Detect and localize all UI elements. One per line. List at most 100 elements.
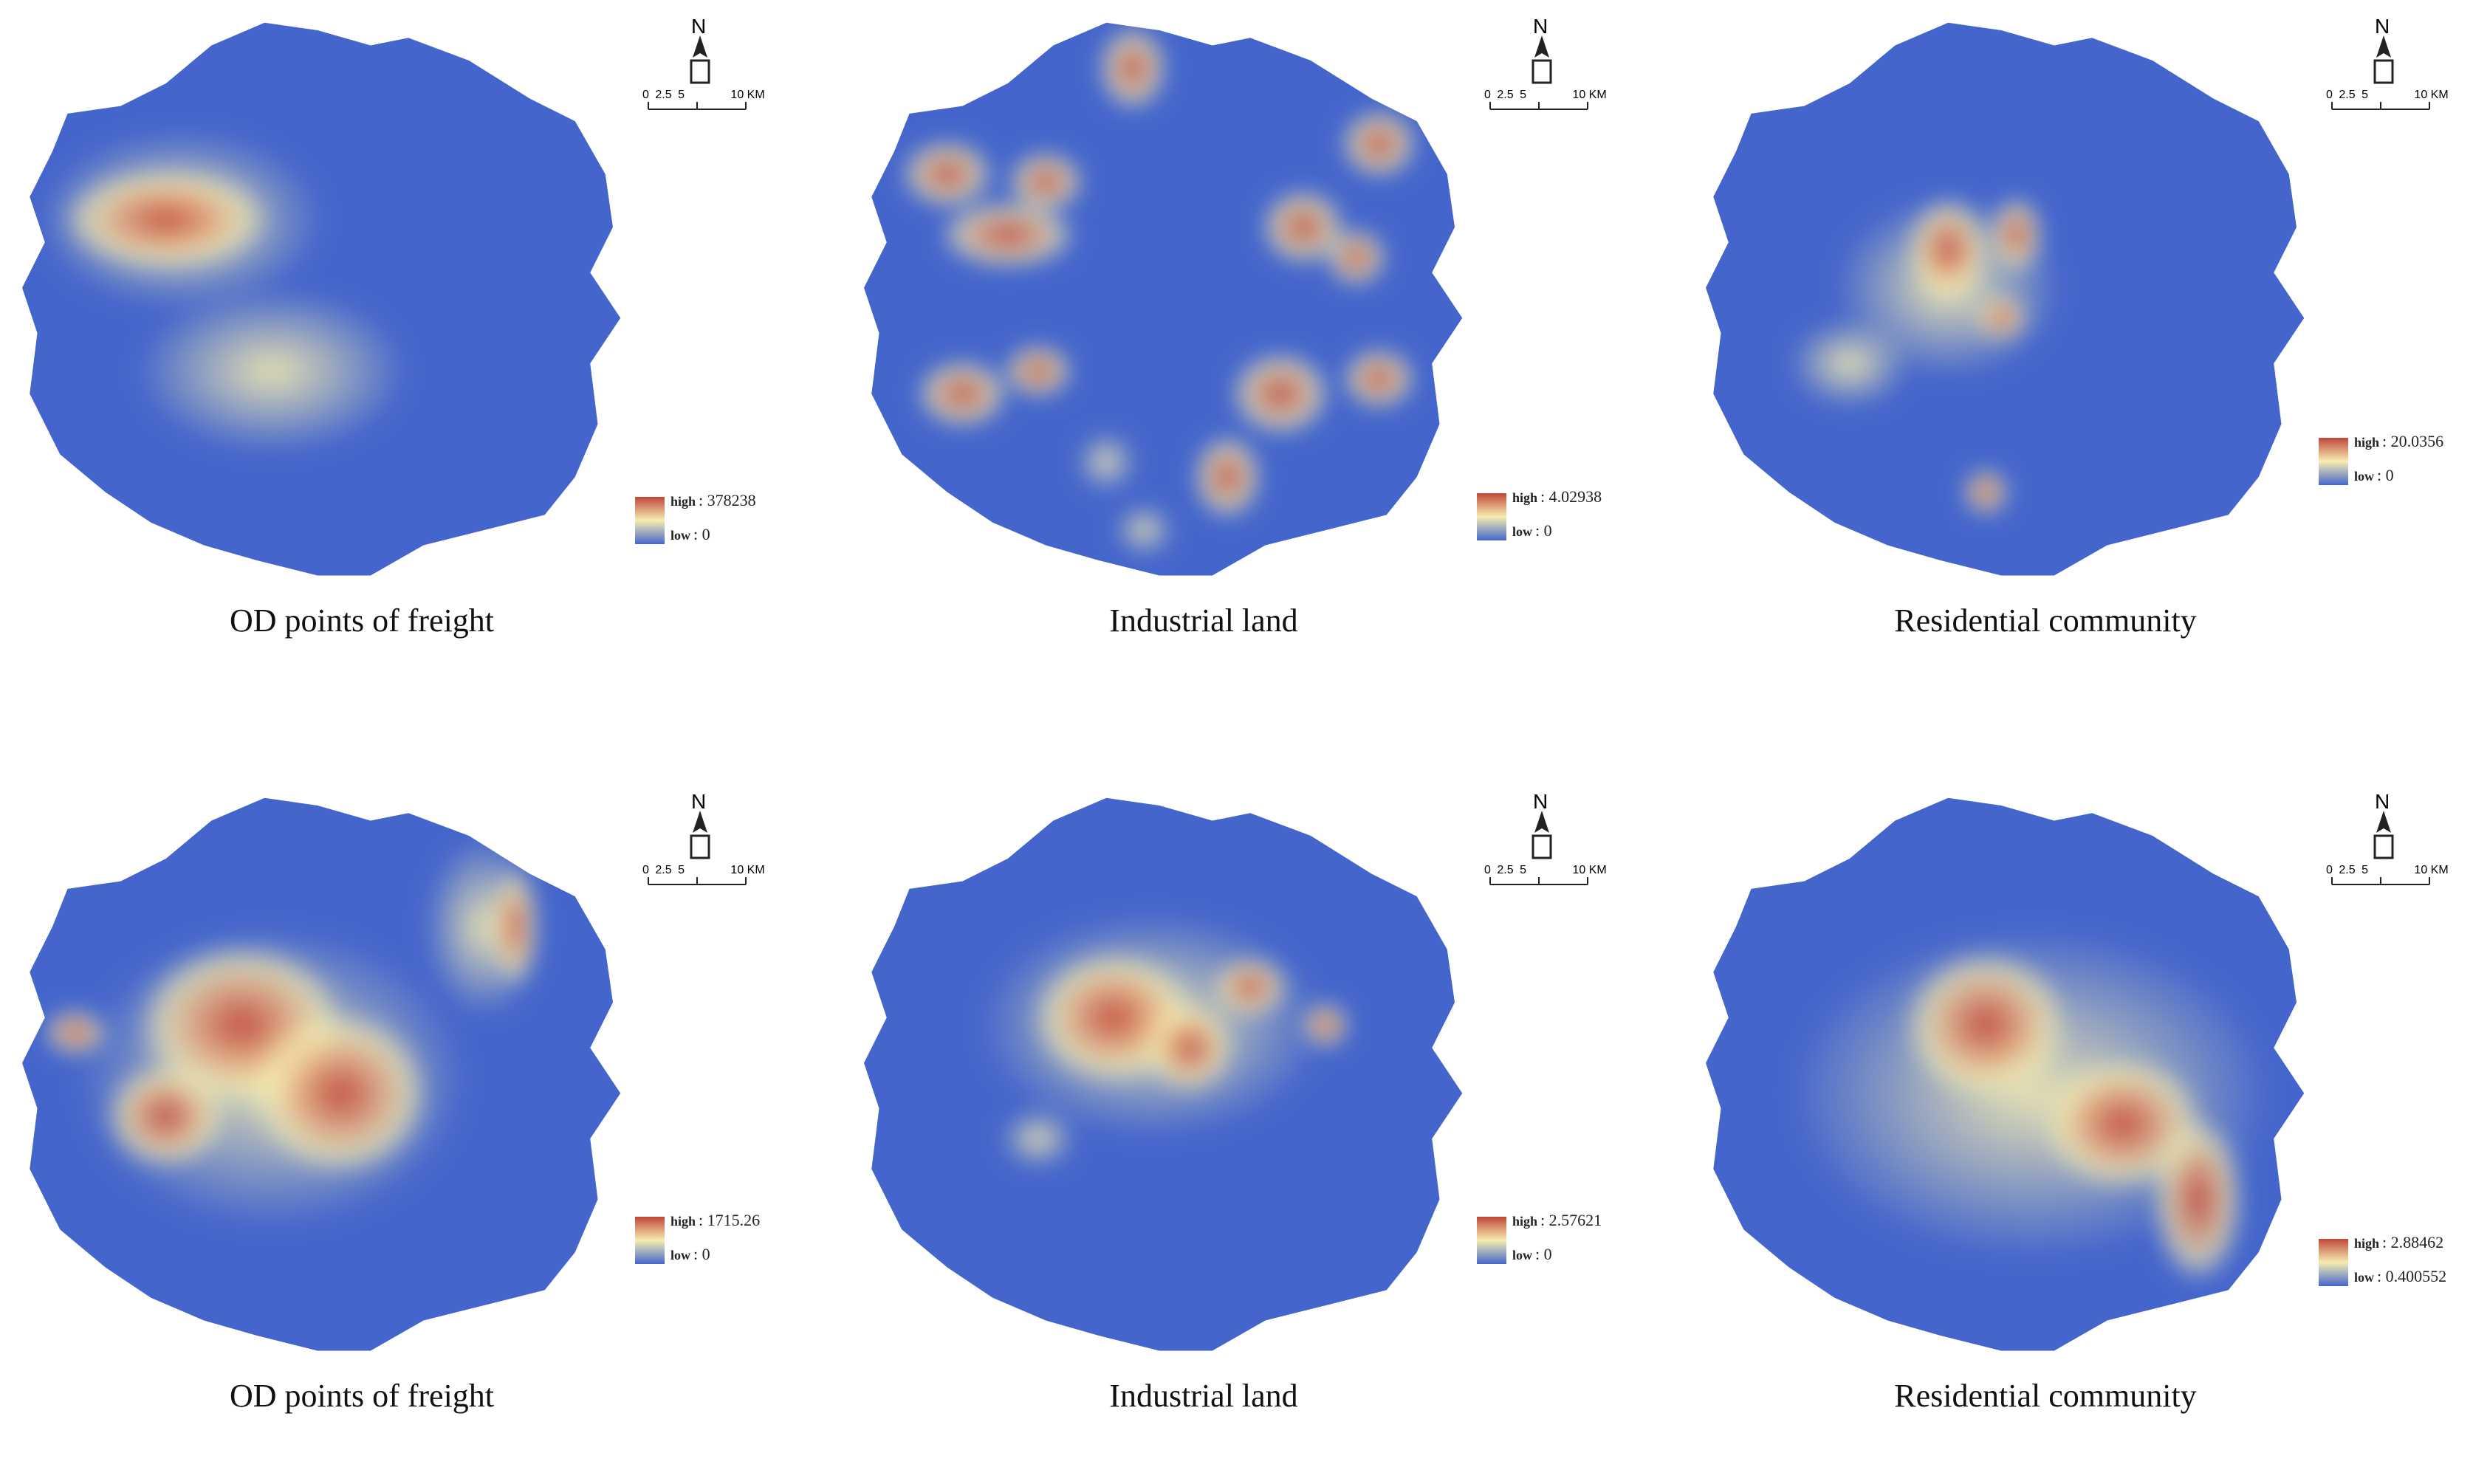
panel-6: N 0 2.5 5 10 KM high: 2.88462 low: 0.400… bbox=[1684, 775, 2473, 1484]
legend-high-label: high bbox=[2354, 1236, 2380, 1251]
panel-2: N 0 2.5 5 10 KM high: 4.02938 low: 0 Ind… bbox=[842, 0, 1654, 709]
north-label: N bbox=[2375, 790, 2390, 813]
north-arrow: N 0 2.5 5 10 KM bbox=[642, 790, 775, 901]
heatmap-3 bbox=[1706, 22, 2305, 576]
scale-label: 2.5 bbox=[655, 89, 672, 101]
legend-high-label: high bbox=[1512, 1214, 1538, 1229]
legend-low-value: 0 bbox=[1543, 1245, 1552, 1263]
north-arrow-icon bbox=[1532, 811, 1552, 859]
legend-low-value: 0 bbox=[702, 1245, 710, 1263]
north-arrow: N 0 2.5 5 10 KM bbox=[642, 15, 775, 126]
scale-label: 5 bbox=[1520, 89, 1526, 101]
legend-color-bar bbox=[1477, 493, 1506, 540]
north-arrow: N 0 2.5 5 10 KM bbox=[2326, 15, 2459, 126]
scale-bar bbox=[648, 877, 747, 885]
scale-bar bbox=[2331, 877, 2430, 885]
legend-low-value: 0 bbox=[1543, 521, 1552, 540]
legend-high-label: high bbox=[670, 494, 696, 509]
scale-label: 5 bbox=[2361, 89, 2368, 101]
legend-low-label: low bbox=[670, 528, 690, 543]
legend-color-bar bbox=[2319, 1239, 2348, 1286]
panel-4: N 0 2.5 5 10 KM high: 1715.26 low: 0 OD … bbox=[0, 775, 812, 1484]
legend-color-bar bbox=[635, 497, 665, 544]
panel-caption: Residential community bbox=[1894, 1378, 2197, 1414]
panel-caption: OD points of freight bbox=[229, 602, 495, 639]
legend-high-label: high bbox=[2354, 435, 2380, 450]
scale-label: 5 bbox=[2361, 864, 2368, 876]
panel-1: N 0 2.5 5 10 KM high: 378238 low: 0 OD p… bbox=[0, 0, 812, 709]
scale-label: 10 KM bbox=[1572, 89, 1607, 101]
scale-label: 0 bbox=[1484, 89, 1491, 101]
scale-label: 2.5 bbox=[2339, 864, 2356, 876]
north-arrow: N 0 2.5 5 10 KM bbox=[1484, 15, 1617, 126]
scale-label: 10 KM bbox=[1572, 864, 1607, 876]
heatmap-5 bbox=[864, 797, 1463, 1351]
scale-bar bbox=[1489, 877, 1588, 885]
heatmap-6 bbox=[1706, 797, 2305, 1351]
legend-low-label: low bbox=[2354, 1270, 2374, 1285]
scale-bar bbox=[648, 102, 747, 110]
north-arrow-icon bbox=[1532, 35, 1552, 84]
scale-label: 0 bbox=[2326, 864, 2333, 876]
legend-low-label: low bbox=[1512, 1248, 1532, 1263]
panel-caption: Industrial land bbox=[1109, 1378, 1298, 1414]
north-arrow-icon bbox=[2373, 35, 2394, 84]
legend-high-value: 2.57621 bbox=[1548, 1211, 1602, 1229]
heatmap-2 bbox=[864, 22, 1463, 576]
north-label: N bbox=[2375, 15, 2390, 38]
scale-label: 10 KM bbox=[2414, 864, 2449, 876]
north-label: N bbox=[691, 15, 707, 38]
panel-caption: OD points of freight bbox=[229, 1378, 495, 1414]
legend-low-label: low bbox=[1512, 524, 1532, 539]
north-arrow-icon bbox=[690, 35, 710, 84]
scale-bar bbox=[1489, 102, 1588, 110]
legend-low-value: 0.400552 bbox=[2385, 1267, 2447, 1285]
legend-low-value: 0 bbox=[702, 525, 710, 543]
legend: high: 2.88462 low: 0.400552 bbox=[2319, 1233, 2473, 1292]
north-label: N bbox=[1533, 15, 1548, 38]
scale-label: 10 KM bbox=[730, 864, 765, 876]
legend: high: 378238 low: 0 bbox=[635, 491, 812, 550]
legend-color-bar bbox=[2319, 438, 2348, 485]
scale-label: 10 KM bbox=[2414, 89, 2449, 101]
north-label: N bbox=[691, 790, 707, 813]
legend: high: 1715.26 low: 0 bbox=[635, 1211, 812, 1270]
legend: high: 2.57621 low: 0 bbox=[1477, 1211, 1654, 1270]
legend-high-value: 4.02938 bbox=[1548, 487, 1602, 506]
scale-label: 0 bbox=[642, 89, 649, 101]
scale-label: 2.5 bbox=[1497, 89, 1514, 101]
heatmap-1 bbox=[21, 22, 621, 576]
scale-label: 10 KM bbox=[730, 89, 765, 101]
legend-color-bar bbox=[1477, 1217, 1506, 1264]
legend-high-value: 378238 bbox=[707, 491, 756, 509]
legend-high-label: high bbox=[670, 1214, 696, 1229]
legend-low-label: low bbox=[2354, 469, 2374, 484]
scale-label: 5 bbox=[678, 864, 685, 876]
scale-label: 5 bbox=[678, 89, 685, 101]
panel-caption: Residential community bbox=[1894, 602, 2197, 639]
scale-label: 5 bbox=[1520, 864, 1526, 876]
scale-label: 2.5 bbox=[655, 864, 672, 876]
legend: high: 20.0356 low: 0 bbox=[2319, 432, 2473, 491]
panel-caption: Industrial land bbox=[1109, 602, 1298, 639]
legend-high-value: 1715.26 bbox=[707, 1211, 761, 1229]
scale-bar bbox=[2331, 102, 2430, 110]
north-arrow: N 0 2.5 5 10 KM bbox=[1484, 790, 1617, 901]
scale-label: 0 bbox=[1484, 864, 1491, 876]
scale-label: 0 bbox=[642, 864, 649, 876]
heatmap-4 bbox=[21, 797, 621, 1351]
legend-color-bar bbox=[635, 1217, 665, 1264]
scale-label: 2.5 bbox=[2339, 89, 2356, 101]
scale-label: 0 bbox=[2326, 89, 2333, 101]
legend-low-value: 0 bbox=[2385, 466, 2394, 484]
panel-3: N 0 2.5 5 10 KM high: 20.0356 low: 0 Res… bbox=[1684, 0, 2473, 709]
north-arrow-icon bbox=[2373, 811, 2394, 859]
north-label: N bbox=[1533, 790, 1548, 813]
legend-high-label: high bbox=[1512, 490, 1538, 505]
legend: high: 4.02938 low: 0 bbox=[1477, 487, 1654, 546]
north-arrow: N 0 2.5 5 10 KM bbox=[2326, 790, 2459, 901]
scale-label: 2.5 bbox=[1497, 864, 1514, 876]
panel-5: N 0 2.5 5 10 KM high: 2.57621 low: 0 Ind… bbox=[842, 775, 1654, 1484]
legend-high-value: 2.88462 bbox=[2390, 1233, 2444, 1251]
legend-high-value: 20.0356 bbox=[2390, 432, 2444, 450]
